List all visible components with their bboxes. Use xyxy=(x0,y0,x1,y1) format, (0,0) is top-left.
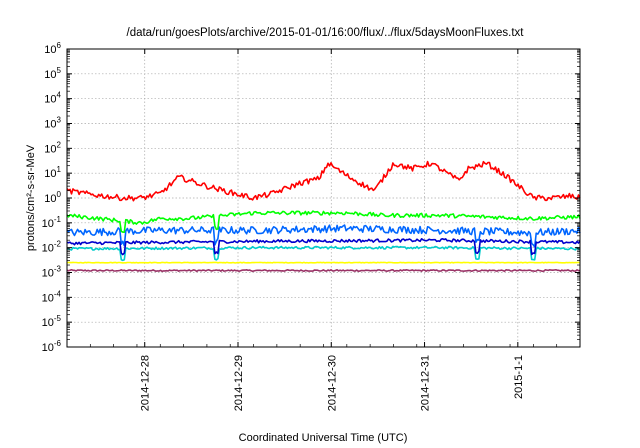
series-line xyxy=(66,268,581,273)
x-axis: 2014-12-28 2014-12-29 2014-12-30 2014-12-31… xyxy=(66,49,581,411)
series-line xyxy=(66,160,581,202)
x-tick-label: 2014-12-30 xyxy=(326,355,338,411)
y-tick-label: 10-2 xyxy=(42,240,62,255)
x-tick-label: 2015-1-1 xyxy=(513,355,525,399)
series-line xyxy=(66,224,581,248)
x-axis-label: Coordinated Universal Time (UTC) xyxy=(239,432,408,444)
series-line xyxy=(66,245,581,262)
y-tick-label: 10-6 xyxy=(42,339,62,354)
y-tick-label: 101 xyxy=(44,165,61,180)
x-tick-label: 2014-12-31 xyxy=(420,355,432,411)
y-tick-label: 10-3 xyxy=(42,265,62,280)
y-tick-label: 10-1 xyxy=(42,215,62,230)
y-tick-label: 10-4 xyxy=(42,289,62,304)
x-tick-label: 2014-12-28 xyxy=(140,355,152,411)
grid xyxy=(67,49,580,347)
y-tick-label: 104 xyxy=(44,91,61,106)
y-axis-label: protons/cm²-s-sr-MeV xyxy=(25,144,37,251)
x-tick-label: 2014-12-29 xyxy=(233,355,245,411)
series-layer xyxy=(66,160,581,273)
series-line xyxy=(66,210,581,233)
series-line xyxy=(66,261,581,264)
y-tick-label: 103 xyxy=(44,116,61,131)
y-tick-label: 102 xyxy=(44,140,61,155)
series-line xyxy=(66,238,581,256)
y-axis: 10-6 10-5 10-4 10-3 10-2 10-1 100 101 102 103 104 1… xyxy=(42,41,580,354)
chart-title: /data/run/goesPlots/archive/2015-01-01/1… xyxy=(127,27,525,39)
y-tick-label: 10-5 xyxy=(42,314,62,329)
y-tick-label: 106 xyxy=(44,41,61,56)
y-tick-label: 105 xyxy=(44,66,61,81)
y-tick-label: 100 xyxy=(44,190,61,205)
